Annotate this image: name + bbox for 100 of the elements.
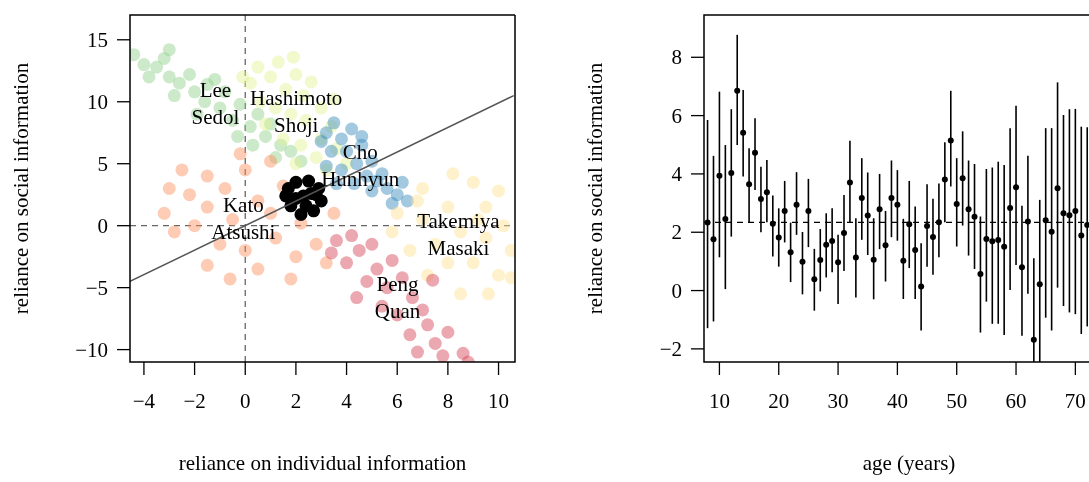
point: [264, 154, 278, 168]
y-tick-label: 10: [87, 89, 108, 114]
point: [251, 262, 265, 276]
x-tick-label: 4: [341, 389, 353, 413]
point: [466, 175, 480, 189]
point: [183, 67, 197, 81]
x-tick-label: 6: [391, 389, 403, 413]
x-tick-label: −4: [132, 389, 156, 413]
point: [251, 107, 265, 121]
y-tick-label: 2: [671, 220, 682, 245]
point: [294, 138, 308, 152]
point: [238, 243, 252, 257]
point: [352, 243, 366, 257]
x-tick-label: 60: [1005, 389, 1027, 413]
x-axis-title: reliance on individual information: [178, 451, 467, 475]
point: [243, 120, 257, 134]
point: [162, 43, 176, 57]
x-tick-label: 8: [442, 389, 454, 413]
point: [441, 200, 455, 214]
y-tick-label: 15: [87, 27, 108, 52]
point: [345, 229, 359, 243]
point: [289, 175, 303, 189]
y-tick-label: 8: [671, 45, 682, 70]
point: [403, 328, 417, 342]
point: [304, 75, 318, 89]
point: [370, 262, 384, 276]
point: [299, 199, 313, 213]
point: [246, 138, 260, 152]
point: [188, 219, 202, 233]
point: [157, 206, 171, 220]
x-tick-label: −2: [183, 389, 206, 413]
point: [327, 116, 341, 130]
x-tick-label: 2: [290, 389, 302, 413]
x-tick-label: 10: [488, 389, 510, 413]
point: [167, 89, 181, 103]
point: [479, 200, 493, 214]
point: [350, 291, 364, 305]
point: [223, 272, 237, 286]
point: [385, 225, 399, 239]
point: [200, 258, 214, 272]
point: [340, 256, 354, 270]
point: [329, 234, 343, 248]
x-tick-label: 30: [827, 389, 849, 413]
y-tick-label: 0: [671, 278, 682, 303]
point: [466, 256, 480, 270]
point: [289, 67, 303, 81]
point: [385, 196, 399, 210]
point: [365, 237, 379, 251]
point: [200, 200, 214, 214]
point: [183, 188, 197, 202]
point: [167, 225, 181, 239]
y-tick-label: −5: [85, 275, 108, 300]
point: [142, 70, 156, 84]
point: [319, 256, 333, 270]
point: [436, 349, 450, 362]
point: [426, 273, 440, 287]
point: [162, 182, 176, 195]
point: [441, 325, 455, 339]
point: [162, 70, 176, 84]
y-axis-title: reliance on social information: [583, 62, 607, 315]
point: [137, 58, 151, 72]
x-tick-label: 50: [946, 389, 968, 413]
point: [175, 163, 189, 177]
x-axis-title: age (years): [862, 451, 956, 475]
point: [335, 132, 348, 146]
y-axis-title: reliance on social information: [9, 62, 33, 315]
point: [200, 169, 214, 183]
point: [302, 174, 316, 188]
y-tick-label: −2: [659, 336, 682, 361]
point: [286, 50, 300, 64]
point: [390, 206, 404, 220]
point: [355, 129, 369, 143]
y-tick-label: 6: [671, 103, 682, 128]
point: [233, 147, 247, 161]
y-tick-label: 4: [671, 161, 683, 186]
point: [324, 246, 338, 260]
point: [238, 163, 252, 177]
point: [289, 157, 303, 171]
point: [345, 122, 359, 136]
series-label: Takemiya Masaki: [417, 208, 501, 260]
series-label: Peng Quan: [374, 271, 421, 323]
point: [218, 182, 232, 195]
point: [233, 97, 247, 111]
point: [289, 250, 303, 264]
point: [385, 253, 399, 267]
series-label: Hashimoto Shoji: [250, 85, 343, 137]
point: [410, 194, 424, 208]
series-label: Lee Sedol: [191, 77, 240, 129]
point: [428, 336, 442, 350]
point: [410, 345, 424, 359]
x-tick-label: 40: [886, 389, 908, 413]
point: [309, 151, 323, 165]
point: [231, 129, 245, 143]
point: [264, 70, 278, 84]
point: [309, 237, 323, 251]
point: [492, 184, 506, 198]
point: [441, 256, 455, 270]
point: [446, 167, 460, 181]
point: [284, 272, 298, 286]
point: [492, 268, 506, 282]
